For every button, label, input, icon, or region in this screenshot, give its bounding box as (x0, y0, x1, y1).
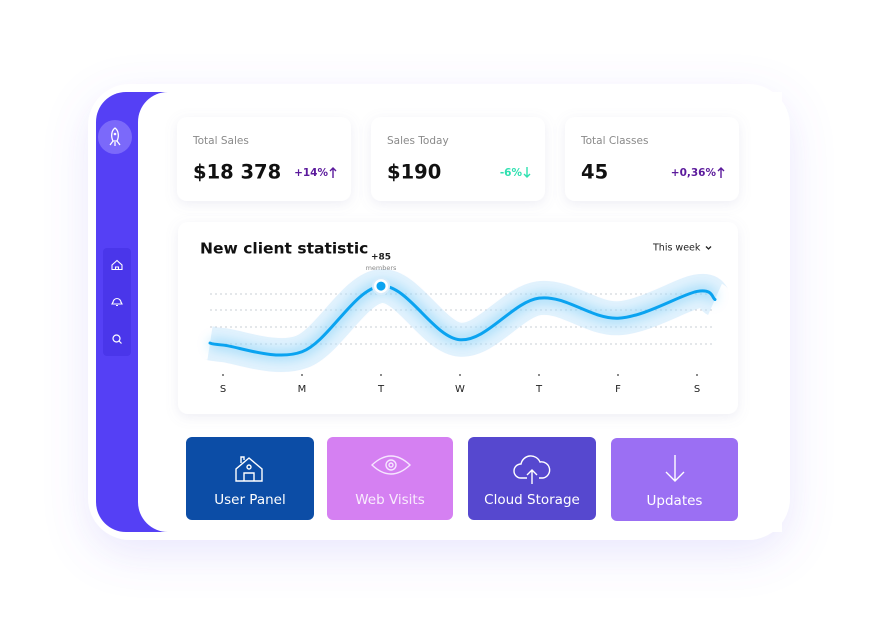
stat-value: $190 (387, 161, 441, 184)
house-window (246, 464, 252, 470)
day-dot (617, 374, 619, 376)
stat-change: +14% (294, 167, 328, 179)
bell-icon[interactable] (111, 297, 123, 307)
logo-circle (98, 120, 132, 154)
search-icon[interactable] (112, 334, 122, 344)
x-tick-label: M (298, 384, 307, 395)
tile[interactable] (327, 437, 453, 520)
highlight-dot (376, 281, 386, 291)
stat-title: Total Sales (192, 135, 249, 147)
annotation-value: +85 (371, 253, 391, 263)
stat-title: Total Classes (580, 135, 648, 147)
tile-label: User Panel (214, 492, 285, 508)
day-dot (459, 374, 461, 376)
rocket-window (113, 132, 117, 136)
day-dot (301, 374, 303, 376)
rocket-icon (109, 127, 121, 146)
tile-label: Web Visits (355, 492, 425, 508)
x-tick-label: S (694, 384, 700, 395)
eye-pupil (385, 459, 397, 471)
logo[interactable] (98, 120, 132, 154)
stat-card (177, 117, 351, 201)
download-icon (665, 455, 685, 482)
stat-card (565, 117, 739, 201)
guide-lines (210, 293, 713, 345)
tile[interactable] (186, 437, 314, 520)
stat-change: -6% (500, 167, 523, 179)
nav-strip (103, 248, 131, 356)
chart-title: New client statistic (200, 240, 368, 258)
x-tick-label: F (615, 384, 621, 395)
tiles: User Panel Web Visits Cloud Storage Updates (186, 437, 738, 521)
day-dot (222, 374, 224, 376)
x-tick-label: S (220, 384, 226, 395)
chart-card (178, 222, 738, 414)
cloud-icon (513, 455, 551, 484)
stat-value: $18 378 (193, 161, 281, 184)
tile-icons (235, 455, 685, 484)
x-tick-label: T (377, 384, 385, 395)
stat-card (371, 117, 545, 201)
stat-value: 45 (581, 161, 608, 184)
trend-arrow (523, 167, 531, 178)
x-tick-label: T (535, 384, 543, 395)
line (208, 284, 717, 357)
annotation-text: members (366, 264, 397, 272)
stat-change: +0,36% (671, 167, 717, 179)
eye-core (388, 462, 394, 468)
eye-icon (370, 455, 412, 475)
day-dot (380, 374, 382, 376)
day-dot (538, 374, 540, 376)
house-icon (235, 456, 263, 482)
period-label: This week (652, 243, 701, 254)
stat-title: Sales Today (387, 135, 449, 147)
period-dropdown[interactable]: This week (652, 243, 712, 254)
x-tick-label: W (455, 384, 465, 395)
day-dot (696, 374, 698, 376)
trend-arrow (717, 167, 725, 178)
tile-label: Cloud Storage (484, 492, 580, 508)
search-handle (118, 340, 122, 344)
chevron (705, 246, 712, 250)
home-icon[interactable] (111, 259, 123, 271)
search-lens (112, 334, 121, 343)
trend-arrow (329, 167, 337, 178)
tile-label: Updates (647, 493, 703, 509)
stat-cards: Total Sales $18 378 +14% Sales Today $190 -6%… (177, 117, 739, 201)
